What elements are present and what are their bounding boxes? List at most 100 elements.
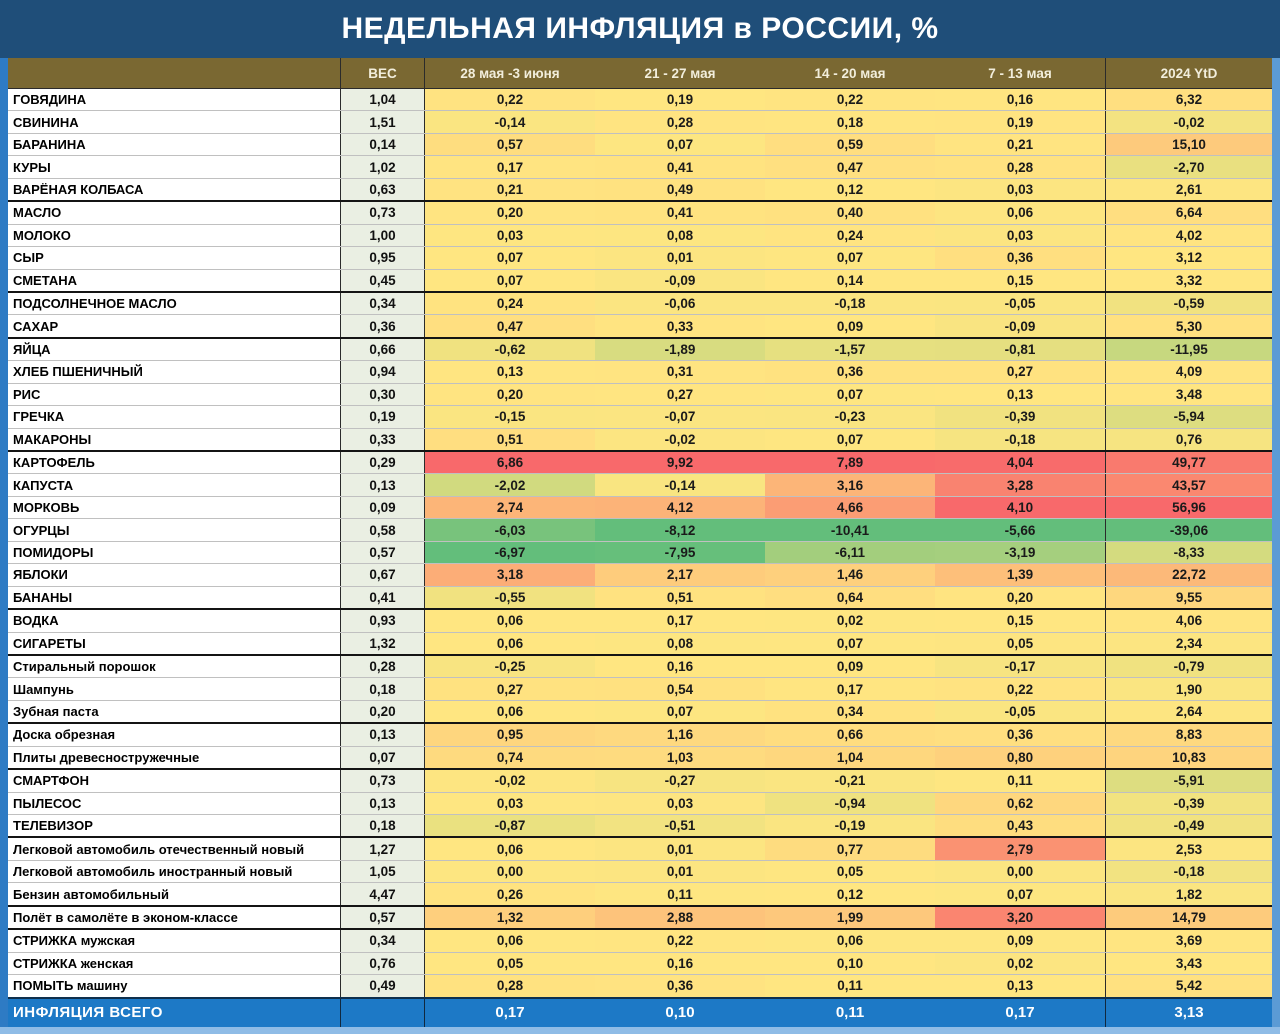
table-row: БАРАНИНА 0,14 0,57 0,07 0,59 0,21 15,10 (8, 132, 1272, 156)
value-cell: 7,89 (765, 452, 935, 474)
row-label: Плиты древесностружечные (8, 746, 340, 769)
weight-cell: 0,20 (340, 700, 425, 723)
value-cell: 0,31 (595, 361, 765, 383)
row-label: СМАРТФОН (8, 770, 340, 792)
value-cell: 0,28 (595, 111, 765, 133)
value-cell: 3,43 (1105, 952, 1272, 975)
column-header: 7 - 13 мая (988, 65, 1052, 81)
row-label: СТРИЖКА мужская (8, 930, 340, 952)
row-label: СЫР (8, 247, 340, 269)
value-cell: 0,09 (765, 655, 935, 678)
value-cell: 3,69 (1105, 930, 1272, 952)
weight-cell: 0,73 (340, 202, 425, 224)
value-cell: 1,90 (1105, 678, 1272, 700)
value-cell: 0,06 (425, 632, 595, 654)
row-label: ПОМЫТЬ машину (8, 975, 340, 997)
value-cell: -0,09 (935, 315, 1105, 337)
total-row: ИНФЛЯЦИЯ ВСЕГО 0,17 0,10 0,11 0,17 3,13 (8, 996, 1272, 1027)
value-cell: -5,66 (935, 519, 1105, 541)
table-row: Полёт в самолёте в эконом-классе 0,57 1,32… (8, 904, 1272, 929)
weight-cell: 0,58 (340, 519, 425, 541)
value-cell: 0,01 (595, 247, 765, 269)
value-cell: 0,11 (595, 883, 765, 905)
table-row: ВОДКА 0,93 0,06 0,17 0,02 0,15 4,06 (8, 608, 1272, 632)
value-cell: 2,61 (1105, 178, 1272, 201)
value-cell: -0,21 (765, 770, 935, 792)
value-cell: 8,83 (1105, 724, 1272, 746)
table-row: Легковой автомобиль иностранный новый 1,0… (8, 859, 1272, 883)
value-cell: -6,11 (765, 541, 935, 564)
value-cell: 4,12 (595, 496, 765, 519)
value-cell: 0,07 (765, 428, 935, 450)
value-cell: 0,05 (425, 952, 595, 975)
value-cell: 10,83 (1105, 746, 1272, 769)
total-value (340, 998, 425, 1027)
row-label: Доска обрезная (8, 724, 340, 746)
value-cell: 0,00 (425, 860, 595, 883)
value-cell: 0,66 (765, 724, 935, 746)
value-cell: -11,95 (1105, 338, 1272, 361)
table-row: СВИНИНА 1,51 -0,14 0,28 0,18 0,19 -0,02 (8, 110, 1272, 133)
weight-cell: 0,09 (340, 496, 425, 519)
value-cell: -0,05 (935, 700, 1105, 723)
column-header: 21 - 27 мая (644, 65, 716, 81)
table-row: СТРИЖКА мужская 0,34 0,06 0,22 0,06 0,09 3,69 (8, 928, 1272, 952)
value-cell: -2,02 (425, 474, 595, 496)
weight-cell: 0,33 (340, 428, 425, 450)
total-value: 0,17 (495, 1004, 525, 1021)
value-cell: -0,17 (935, 655, 1105, 678)
value-cell: 0,40 (765, 202, 935, 224)
row-label: КАРТОФЕЛЬ (8, 452, 340, 474)
column-header: ВЕС (340, 58, 425, 88)
row-label: СИГАРЕТЫ (8, 632, 340, 654)
value-cell: 4,66 (765, 496, 935, 519)
value-cell: 0,03 (425, 224, 595, 247)
value-cell: -1,57 (765, 338, 935, 361)
value-cell: -7,95 (595, 541, 765, 564)
weight-cell: 1,32 (340, 632, 425, 654)
value-cell: -0,39 (1105, 792, 1272, 814)
table-body: ГОВЯДИНА 1,04 0,22 0,19 0,22 0,16 6,32 СВИНИНА 1… (8, 89, 1272, 997)
value-cell: -0,94 (765, 792, 935, 814)
table-row: Плиты древесностружечные 0,07 0,74 1,03 1,04… (8, 745, 1272, 769)
weight-cell: 0,63 (340, 178, 425, 201)
table-row: Шампунь 0,18 0,27 0,54 0,17 0,22 1,90 (8, 677, 1272, 700)
value-cell: 6,86 (425, 452, 595, 474)
weight-cell: 0,34 (340, 292, 425, 315)
value-cell: 0,24 (425, 292, 595, 315)
value-cell: 0,19 (595, 89, 765, 111)
value-cell: 2,17 (595, 564, 765, 586)
value-cell: -5,94 (1105, 406, 1272, 428)
total-value: 0,10 (665, 1004, 695, 1021)
table-row: МАКАРОНЫ 0,33 0,51 -0,02 0,07 -0,18 0,76 (8, 427, 1272, 450)
value-cell: 1,32 (425, 906, 595, 929)
value-cell: -0,18 (765, 292, 935, 315)
value-cell: 0,34 (765, 700, 935, 723)
value-cell: 0,47 (765, 156, 935, 178)
value-cell: 0,16 (595, 952, 765, 975)
value-cell: 3,16 (765, 474, 935, 496)
value-cell: -10,41 (765, 519, 935, 541)
value-cell: -0,18 (1105, 860, 1272, 883)
value-cell: 0,17 (765, 678, 935, 700)
value-cell: 0,06 (425, 700, 595, 723)
value-cell: -0,09 (595, 269, 765, 291)
value-cell: 0,07 (425, 269, 595, 291)
value-cell: 0,24 (765, 224, 935, 247)
weight-cell: 0,57 (340, 541, 425, 564)
row-label: ПОМИДОРЫ (8, 541, 340, 564)
row-label: Легковой автомобиль отечественный новый (8, 838, 340, 860)
table-header: ВЕС 28 мая -3 июня 21 - 27 мая 14 - 20 мая 7… (8, 58, 1272, 89)
value-cell: 4,02 (1105, 224, 1272, 247)
weight-cell: 0,49 (340, 975, 425, 997)
value-cell: -8,12 (595, 519, 765, 541)
value-cell: 5,30 (1105, 315, 1272, 337)
weight-cell: 1,04 (340, 89, 425, 111)
row-label: СТРИЖКА женская (8, 952, 340, 975)
value-cell: 0,64 (765, 586, 935, 609)
value-cell: 0,01 (595, 838, 765, 860)
weight-cell: 1,02 (340, 156, 425, 178)
table-row: КУРЫ 1,02 0,17 0,41 0,47 0,28 -2,70 (8, 155, 1272, 178)
value-cell: 4,09 (1105, 361, 1272, 383)
value-cell: 0,74 (425, 746, 595, 769)
